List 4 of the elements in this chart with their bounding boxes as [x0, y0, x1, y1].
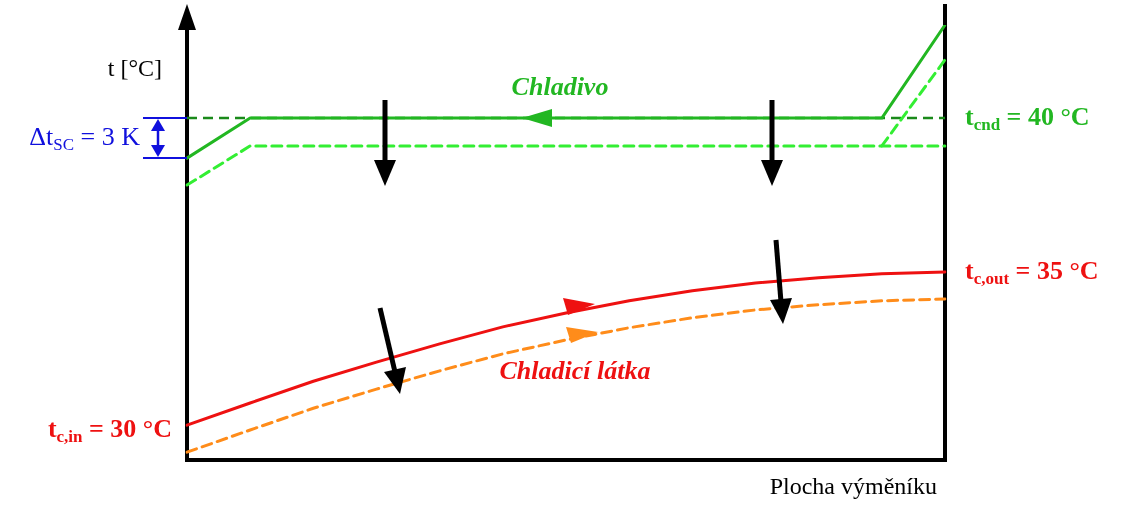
annotation: Chladivo: [511, 71, 609, 101]
y-axis-title: t [°C]: [107, 55, 163, 82]
annotation: Chladicí látka: [499, 355, 651, 385]
x-axis-title: Plocha výměníku: [769, 473, 937, 500]
